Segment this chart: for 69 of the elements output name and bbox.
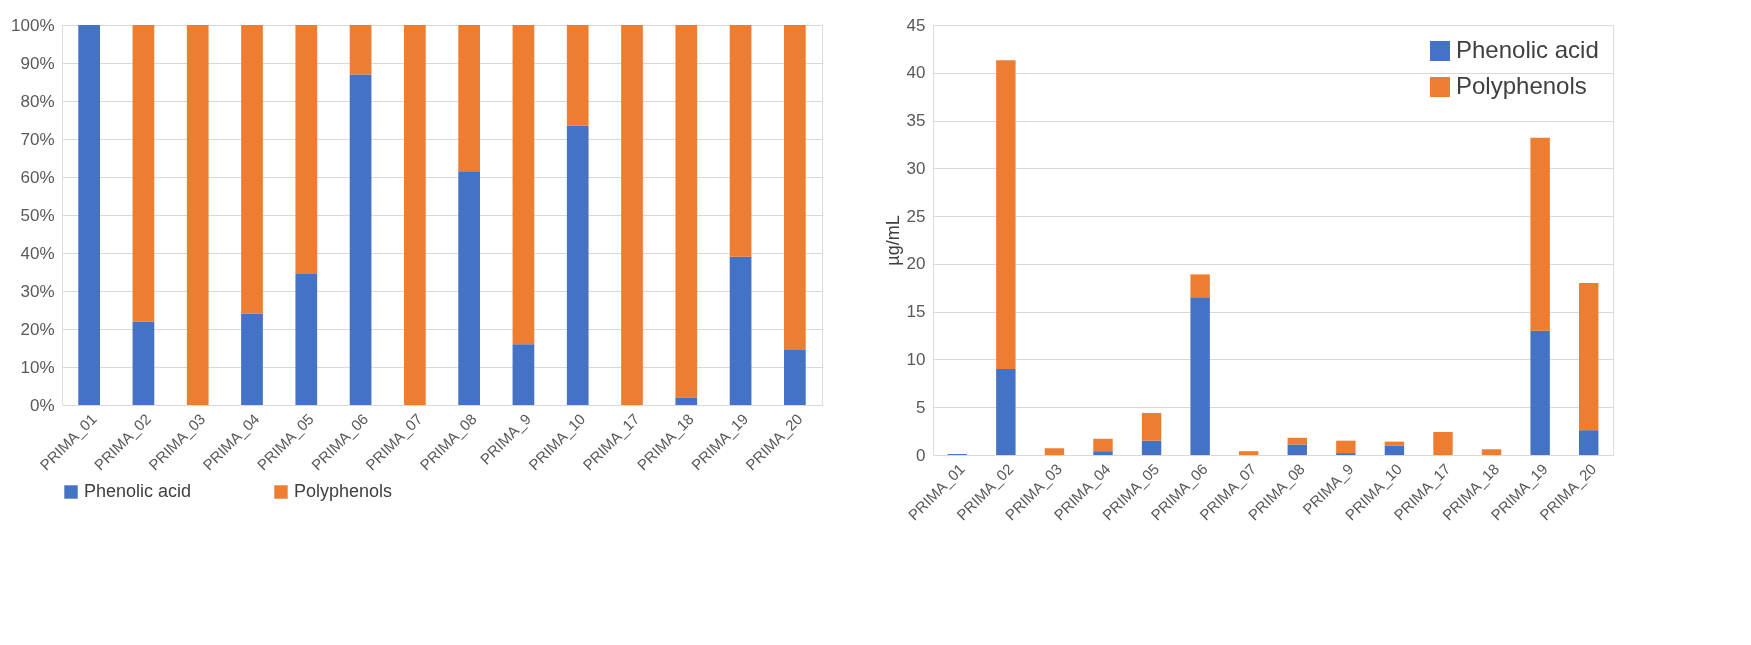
y-tick-label: 20 xyxy=(906,254,926,274)
bar xyxy=(1530,330,1550,455)
bar xyxy=(1579,283,1599,431)
bar xyxy=(404,25,426,405)
bar xyxy=(1530,137,1550,331)
bar xyxy=(1579,430,1599,455)
y-tick-label: 45 xyxy=(906,15,926,35)
bar xyxy=(996,369,1016,455)
y-tick-label: 20% xyxy=(20,319,55,339)
y-tick-label: 40% xyxy=(20,243,55,263)
y-tick-label: 40 xyxy=(906,63,926,83)
bar xyxy=(1044,448,1065,455)
bar xyxy=(241,313,263,405)
y-tick-label: 10% xyxy=(20,357,55,377)
y-tick-label: 0% xyxy=(29,395,55,415)
bar xyxy=(784,349,806,405)
bar xyxy=(1093,438,1113,452)
y-tick-label: 5 xyxy=(916,397,926,417)
bar xyxy=(784,25,806,350)
bar xyxy=(132,321,155,405)
bar xyxy=(1190,297,1210,455)
bar xyxy=(1287,444,1307,455)
bar xyxy=(295,273,318,405)
bar xyxy=(729,256,752,405)
bar xyxy=(512,344,535,405)
bar xyxy=(349,74,372,405)
y-axis-title: µg/mL xyxy=(882,215,903,266)
bar xyxy=(621,25,643,405)
bar xyxy=(566,25,589,126)
legend-label: Polyphenols xyxy=(294,481,393,501)
bar xyxy=(1190,274,1210,298)
bar xyxy=(1141,412,1162,441)
bar xyxy=(1384,445,1405,455)
bar xyxy=(78,25,100,405)
y-tick-label: 35 xyxy=(906,111,926,131)
bar xyxy=(458,171,480,405)
bar xyxy=(186,25,209,405)
bar xyxy=(1336,440,1356,454)
bar xyxy=(1239,451,1259,455)
bar xyxy=(1433,432,1453,455)
y-tick-label: 25 xyxy=(906,206,926,226)
bar xyxy=(566,125,589,405)
y-tick-label: 0 xyxy=(916,445,926,465)
bar xyxy=(512,25,535,345)
y-tick-label: 100% xyxy=(11,15,55,35)
bar xyxy=(996,60,1016,369)
y-tick-label: 50% xyxy=(20,205,55,225)
y-tick-label: 15 xyxy=(906,302,926,322)
y-tick-label: 80% xyxy=(20,91,55,111)
bar xyxy=(241,25,263,314)
bar xyxy=(675,25,698,398)
y-tick-label: 70% xyxy=(20,129,55,149)
y-tick-label: 30 xyxy=(906,158,926,178)
bar xyxy=(295,25,318,274)
y-tick-label: 30% xyxy=(20,281,55,301)
bar xyxy=(349,25,372,75)
bar xyxy=(1141,440,1162,455)
bar xyxy=(1481,449,1502,455)
bar xyxy=(675,397,698,405)
y-tick-label: 10 xyxy=(906,349,926,369)
bar xyxy=(729,25,752,257)
legend-label: Phenolic acid xyxy=(1456,36,1599,63)
y-tick-label: 90% xyxy=(20,53,55,73)
bar xyxy=(132,25,155,322)
bar xyxy=(1093,451,1113,455)
y-tick-label: 60% xyxy=(20,167,55,187)
legend-label: Phenolic acid xyxy=(84,481,192,501)
legend-label: Polyphenols xyxy=(1456,72,1587,99)
bar xyxy=(458,25,480,172)
